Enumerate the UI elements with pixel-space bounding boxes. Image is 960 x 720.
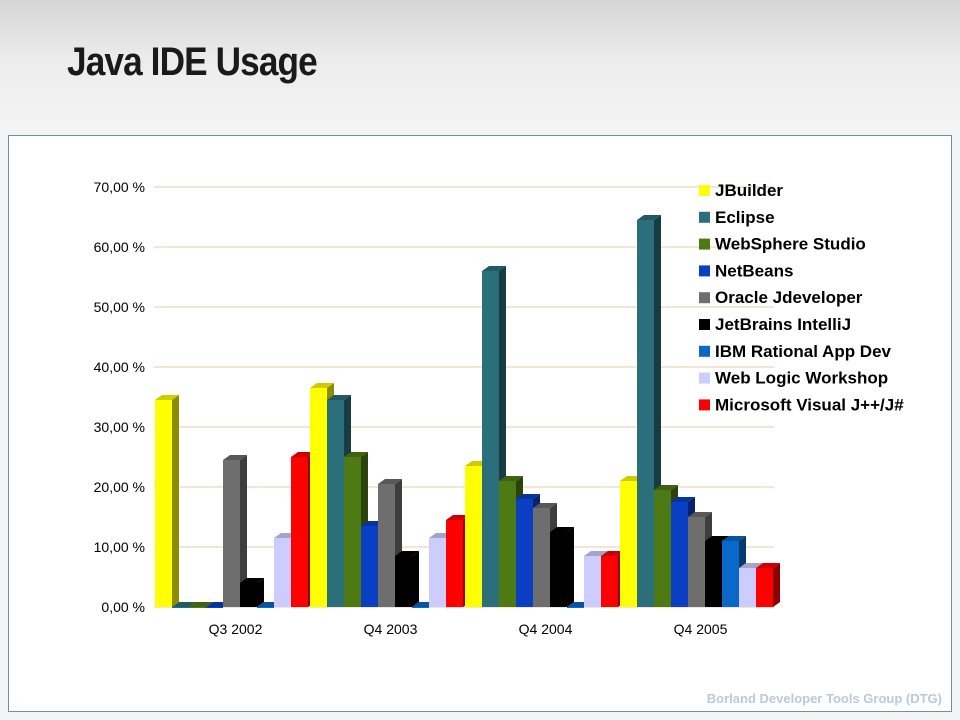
y-tick-label: 60,00 % [94, 239, 145, 255]
legend-item: JetBrains IntelliJ [699, 315, 851, 334]
footer-text: Borland Developer Tools Group (DTG) [706, 691, 942, 706]
chart-panel: 0,00 % 10,00 % 20,00 % 30,00 % 40,00 % 50,00 … [8, 135, 952, 712]
legend-item: JBuilder [699, 181, 783, 200]
legend-swatch [699, 372, 710, 384]
y-axis-ticks: 0,00 % 10,00 % 20,00 % 30,00 % 40,00 % 50,00 … [94, 179, 145, 615]
legend-label: Web Logic Workshop [715, 369, 888, 388]
bar [637, 215, 661, 607]
y-tick-label: 0,00 % [101, 599, 145, 615]
y-tick-label: 40,00 % [94, 359, 145, 375]
legend-swatch [699, 292, 710, 304]
legend-item: IBM Rational App Dev [699, 342, 892, 361]
legend-swatch [699, 399, 710, 411]
y-tick-label: 30,00 % [94, 419, 145, 435]
y-tick-label: 50,00 % [94, 299, 145, 315]
y-tick-label: 10,00 % [94, 539, 145, 555]
legend-item: Microsoft Visual J++/J# [699, 395, 904, 414]
legend: JBuilder Eclipse WebSphere Studio NetBeans O… [699, 181, 904, 414]
legend-item: NetBeans [699, 261, 793, 280]
y-tick-label: 70,00 % [94, 179, 145, 195]
bar [189, 602, 213, 608]
legend-item: Web Logic Workshop [699, 369, 888, 388]
bar-chart: 0,00 % 10,00 % 20,00 % 30,00 % 40,00 % 50,00 … [94, 179, 905, 637]
x-tick-label: Q4 2003 [364, 621, 418, 637]
bars [155, 215, 780, 608]
x-axis-ticks: Q3 2002 Q4 2003 Q4 2004 Q4 2005 [209, 621, 728, 637]
legend-swatch [699, 319, 710, 330]
legend-label: Eclipse [715, 208, 775, 227]
slide-title: Java IDE Usage [67, 40, 318, 84]
legend-swatch [699, 265, 710, 277]
legend-item: Oracle Jdeveloper [699, 288, 863, 307]
legend-swatch [699, 211, 710, 223]
legend-swatch [699, 238, 710, 250]
y-tick-label: 20,00 % [94, 479, 145, 495]
legend-label: Oracle Jdeveloper [715, 288, 863, 307]
bar [550, 527, 574, 607]
bar [172, 602, 196, 608]
legend-label: NetBeans [715, 261, 793, 280]
legend-label: JBuilder [715, 181, 783, 200]
legend-label: Microsoft Visual J++/J# [715, 395, 904, 414]
legend-label: JetBrains IntelliJ [715, 315, 851, 334]
legend-item: Eclipse [699, 208, 775, 227]
bar [155, 395, 179, 607]
legend-item: WebSphere Studio [699, 235, 866, 254]
bar [240, 578, 264, 607]
legend-swatch [699, 345, 710, 357]
x-tick-label: Q4 2004 [519, 621, 573, 637]
legend-label: WebSphere Studio [715, 235, 866, 254]
x-tick-label: Q4 2005 [674, 621, 728, 637]
x-tick-label: Q3 2002 [209, 621, 263, 637]
bar [395, 551, 419, 607]
legend-swatch [699, 185, 710, 196]
bar [223, 455, 247, 607]
gridlines [154, 186, 774, 608]
legend-label: IBM Rational App Dev [715, 342, 892, 361]
bar [756, 563, 780, 607]
